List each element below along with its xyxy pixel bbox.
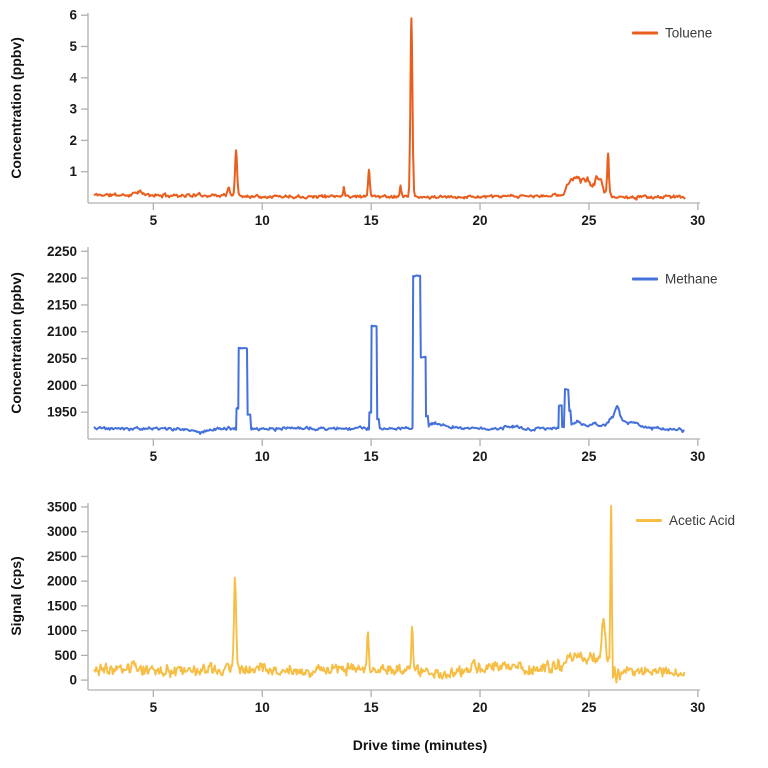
x-tick-label: 25 [581, 449, 597, 464]
x-tick-label: 5 [150, 700, 158, 715]
y-tick-label: 1500 [47, 598, 77, 613]
y-axis-title-methane: Concentration (ppbv) [8, 272, 24, 414]
x-tick-label: 25 [581, 700, 597, 715]
x-tick-label: 5 [150, 213, 158, 228]
x-tick-label: 25 [581, 213, 597, 228]
y-tick-label: 2000 [47, 574, 77, 589]
x-tick-label: 30 [690, 213, 705, 228]
y-axis-title-acetic: Signal (cps) [8, 556, 24, 635]
legend-label-methane: Methane [665, 272, 718, 287]
y-tick-label: 500 [54, 648, 77, 663]
x-axis-title: Drive time (minutes) [353, 737, 488, 753]
y-tick-label: 2100 [47, 324, 77, 339]
x-tick-label: 10 [255, 449, 270, 464]
y-axis-title-toluene: Concentration (ppbv) [8, 37, 24, 179]
y-tick-label: 1000 [47, 623, 77, 638]
x-tick-label: 10 [255, 213, 270, 228]
legend-line-methane [632, 277, 658, 281]
trace-acetic-acid [93, 505, 686, 684]
x-tick-label: 5 [150, 449, 158, 464]
y-tick-label: 4 [69, 70, 77, 85]
x-tick-label: 20 [473, 700, 488, 715]
x-tick-label: 30 [690, 449, 705, 464]
y-tick-label: 5 [69, 39, 77, 54]
y-tick-label: 1950 [47, 405, 77, 420]
legend-line-toluene [632, 31, 658, 35]
y-tick-label: 6 [69, 8, 77, 23]
y-tick-label: 3000 [47, 524, 77, 539]
legend-label-toluene: Toluene [665, 26, 712, 41]
x-tick-label: 15 [364, 449, 380, 464]
legend-line-acetic [636, 519, 662, 522]
y-tick-label: 2150 [47, 297, 77, 312]
y-tick-label: 3 [69, 102, 77, 117]
y-tick-label: 0 [69, 673, 77, 688]
x-tick-label: 10 [255, 700, 270, 715]
y-tick-label: 3500 [47, 499, 77, 514]
x-tick-label: 20 [473, 449, 488, 464]
x-tick-label: 15 [364, 700, 380, 715]
y-tick-label: 2250 [47, 244, 77, 259]
y-tick-label: 1 [69, 164, 77, 179]
x-tick-label: 30 [690, 700, 705, 715]
x-tick-label: 20 [473, 213, 488, 228]
x-tick-label: 15 [364, 213, 380, 228]
y-tick-label: 2 [69, 133, 77, 148]
trace-methane [93, 274, 685, 435]
y-tick-label: 2050 [47, 351, 77, 366]
y-tick-label: 2500 [47, 549, 77, 564]
legend-label-acetic: Acetic Acid [669, 513, 735, 528]
y-tick-label: 2200 [47, 271, 77, 286]
trace-toluene [93, 17, 686, 201]
y-tick-label: 2000 [47, 378, 77, 393]
